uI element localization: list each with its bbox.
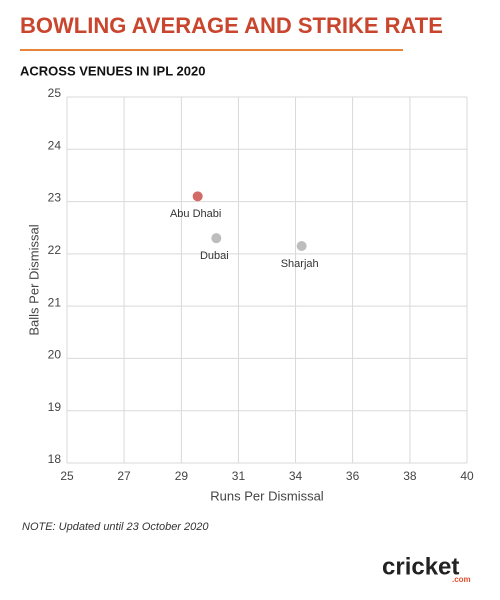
y-axis-label: Balls Per Dismissal xyxy=(26,224,41,335)
y-tick-label: 23 xyxy=(48,191,62,205)
y-tick-label: 18 xyxy=(48,452,62,466)
chart-subtitle: ACROSS VENUES IN IPL 2020 xyxy=(20,63,205,78)
y-tick-label: 19 xyxy=(48,400,62,414)
x-tick-label: 38 xyxy=(403,469,417,483)
point-label: Dubai xyxy=(200,250,229,262)
y-tick-label: 25 xyxy=(48,86,62,100)
x-tick-label: 25 xyxy=(60,469,74,483)
point xyxy=(192,191,203,202)
x-tick-label: 29 xyxy=(175,469,189,483)
point xyxy=(296,241,307,252)
x-tick-label: 40 xyxy=(460,469,474,483)
x-tick-label: 34 xyxy=(289,469,303,483)
point xyxy=(211,233,222,244)
x-tick-label: 31 xyxy=(232,469,246,483)
logo-suffix: .com xyxy=(452,575,471,584)
x-tick-label: 36 xyxy=(346,469,360,483)
point-label: Abu Dhabi xyxy=(170,208,221,220)
x-axis-label: Runs Per Dismissal xyxy=(210,488,324,503)
point-label: Sharjah xyxy=(281,258,319,270)
chart-title: BOWLING AVERAGE AND STRIKE RATE xyxy=(20,13,443,38)
y-tick-label: 21 xyxy=(48,295,62,309)
y-tick-label: 20 xyxy=(48,348,62,362)
x-tick-label: 27 xyxy=(117,469,131,483)
logo: cricket xyxy=(382,553,459,580)
note: NOTE: Updated until 23 October 2020 xyxy=(22,521,209,533)
y-tick-label: 22 xyxy=(48,243,62,257)
y-tick-label: 24 xyxy=(48,138,62,152)
